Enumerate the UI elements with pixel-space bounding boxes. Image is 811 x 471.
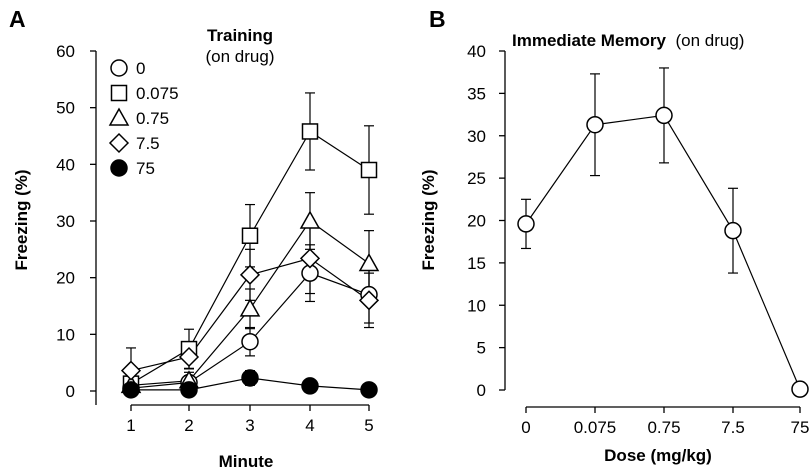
panel-b-point-dose-75: [791, 380, 809, 398]
panel-b-y-tick-label-35: 35: [467, 84, 486, 103]
panel-a-legend: 0 0.075 0.75 7.5 75: [108, 59, 179, 178]
legend-label-0.75: 0.75: [136, 109, 169, 128]
panel-b: B Immediate Memory (on drug) Freezing (%…: [419, 6, 809, 465]
panel-a-x-tick-label-5: 5: [364, 416, 373, 435]
panel-b-y-tick-label-5: 5: [477, 339, 486, 358]
legend-marker-0: [110, 59, 128, 77]
panel-a-x-tick-label-1: 1: [126, 416, 135, 435]
panel-a-point-7.5-min1: [120, 360, 142, 381]
panel-a: A Training (on drug) Freezing (%) Minute…: [9, 6, 380, 471]
panel-b-letter: B: [429, 6, 446, 32]
panel-a-point-75-min5: [360, 381, 378, 399]
panel-b-x-axis-label: Dose (mg/kg): [604, 446, 712, 465]
legend-marker-0.075: [110, 84, 128, 102]
panel-b-x-tick-label-0: 0: [521, 418, 530, 437]
legend-label-7.5: 7.5: [136, 134, 160, 153]
panel-b-point-dose-0.075: [586, 115, 604, 134]
panel-a-y-tick-label-20: 20: [56, 269, 75, 288]
panel-a-point-0.75-min5: [358, 252, 380, 272]
panel-b-y-axis-label: Freezing (%): [419, 169, 438, 270]
panel-b-error-bars: [521, 67, 738, 274]
panel-a-axes: 0 10 20 30 40 50 60 1 2 3 4 5: [56, 42, 374, 435]
panel-a-point-0.075-min5: [360, 161, 378, 179]
panel-b-y-tick-label-0: 0: [477, 381, 486, 400]
panel-a-y-tick-label-50: 50: [56, 99, 75, 118]
legend-marker-7.5: [108, 132, 130, 154]
panel-a-x-axis-label: Minute: [219, 452, 274, 471]
legend-label-0: 0: [136, 59, 145, 78]
panel-a-point-0.075-min3: [241, 227, 259, 244]
panel-b-y-tick-label-20: 20: [467, 212, 486, 231]
panel-a-y-tick-label-40: 40: [56, 155, 75, 174]
panel-a-point-7.5-min3: [239, 264, 261, 285]
panel-b-y-tick-label-25: 25: [467, 169, 486, 188]
panel-b-line: [525, 114, 801, 390]
panel-a-x-tick-label-4: 4: [305, 416, 314, 435]
panel-a-point-75-min1: [122, 381, 140, 399]
panel-b-subtitle: (on drug): [675, 31, 744, 50]
panel-b-point-dose-0.75: [655, 106, 673, 125]
legend-marker-75: [110, 159, 128, 177]
legend-marker-0.75: [108, 107, 130, 126]
panel-a-point-0.75-min3: [239, 298, 261, 317]
panel-a-point-75-min3: [241, 369, 259, 387]
panel-b-series-lines: [525, 114, 801, 390]
panel-a-y-tick-label-60: 60: [56, 42, 75, 61]
panel-b-point-dose-0: [517, 215, 535, 233]
legend-label-75: 75: [136, 159, 155, 178]
panel-a-markers: [120, 123, 380, 399]
panel-a-y-tick-label-30: 30: [56, 212, 75, 231]
panel-b-y-tick-label-30: 30: [467, 127, 486, 146]
panel-b-y-tick-label-40: 40: [467, 42, 486, 61]
panel-a-point-7.5-min2: [178, 346, 200, 368]
panel-b-markers: [517, 106, 809, 398]
panel-a-title: Training: [207, 26, 273, 45]
panel-a-point-0.75-min4: [299, 210, 321, 229]
panel-b-title-line: Immediate Memory (on drug): [512, 31, 744, 50]
panel-a-point-75-min4: [301, 377, 319, 395]
panel-a-y-axis-label: Freezing (%): [12, 169, 31, 270]
panel-a-y-tick-label-0: 0: [66, 382, 75, 401]
panel-a-x-tick-label-3: 3: [245, 416, 254, 435]
panel-a-letter: A: [9, 6, 26, 32]
panel-a-point-75-min2: [180, 381, 198, 399]
panel-b-x-tick-label-0.075: 0.075: [574, 418, 617, 437]
panel-b-y-tick-label-15: 15: [467, 254, 486, 273]
panel-a-x-tick-label-2: 2: [184, 416, 193, 435]
panel-b-y-tick-label-10: 10: [467, 296, 486, 315]
panel-b-point-dose-7.5: [724, 221, 742, 240]
panel-a-point-0.075-min4: [301, 123, 319, 140]
panel-b-x-tick-label-75: 75: [791, 418, 810, 437]
panel-a-point-7.5-min5: [358, 290, 380, 311]
panel-b-title: Immediate Memory: [512, 31, 667, 50]
panel-b-axes: 0 5 10 15 20 25 30 35 40 0 0.075 0.75 7.5 75: [467, 42, 809, 437]
panel-a-y-tick-label-10: 10: [56, 325, 75, 344]
panel-b-x-tick-label-0.75: 0.75: [647, 418, 680, 437]
panel-b-x-tick-label-7.5: 7.5: [721, 418, 745, 437]
panel-a-point-7.5-min4: [299, 248, 321, 269]
panel-a-point-0-min3: [241, 332, 259, 351]
legend-label-0.075: 0.075: [136, 84, 179, 103]
panel-a-subtitle: (on drug): [206, 47, 275, 66]
